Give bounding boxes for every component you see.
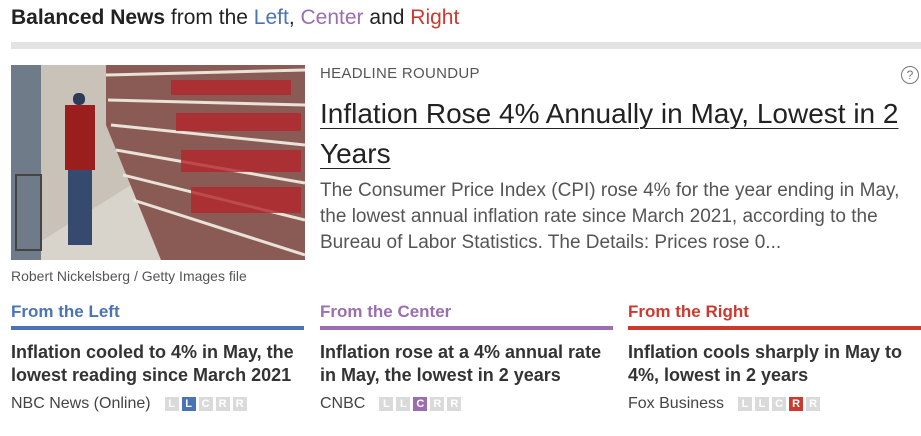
bias-box: R <box>430 397 444 411</box>
column-label[interactable]: From the Center <box>320 302 613 330</box>
bias-box: C <box>772 397 786 411</box>
bias-box: L <box>396 397 410 411</box>
source-name[interactable]: NBC News (Online) <box>11 395 151 413</box>
summary: The Consumer Price Index (CPI) rose 4% f… <box>320 178 921 256</box>
story-image[interactable] <box>11 65 305 260</box>
bias-box: R <box>806 397 820 411</box>
bias-box: L <box>379 397 393 411</box>
article-title[interactable]: Inflation rose at a 4% annual rate in Ma… <box>320 341 613 387</box>
divider <box>11 42 921 49</box>
header-text: from the <box>171 6 248 29</box>
bias-box: R <box>789 397 803 411</box>
column: From the Left Inflation cooled to 4% in M… <box>11 302 304 413</box>
article-title[interactable]: Inflation cooled to 4% in May, the lowes… <box>11 341 304 387</box>
bias-box: R <box>447 397 461 411</box>
bias-box: C <box>413 397 427 411</box>
bias-box: R <box>233 397 247 411</box>
bias-box: L <box>182 397 196 411</box>
header-left[interactable]: Left <box>254 6 289 29</box>
header-bold: Balanced News <box>11 6 165 29</box>
header-center[interactable]: Center <box>301 6 364 29</box>
header: Balanced News from the Left, Center and … <box>11 6 459 30</box>
bias-box: C <box>199 397 213 411</box>
source-name[interactable]: CNBC <box>320 395 365 413</box>
bias-box: L <box>755 397 769 411</box>
header-right[interactable]: Right <box>410 6 459 29</box>
column: From the Center Inflation rose at a 4% an… <box>320 302 613 413</box>
article-title[interactable]: Inflation cools sharply in May to 4%, lo… <box>628 341 921 387</box>
headline[interactable]: Inflation Rose 4% Annually in May, Lowes… <box>320 94 920 174</box>
page: Balanced News from the Left, Center and … <box>0 0 921 436</box>
header-and: and <box>369 6 404 29</box>
header-sep: , <box>289 6 295 29</box>
source-name[interactable]: Fox Business <box>628 395 724 413</box>
column-label[interactable]: From the Left <box>11 302 304 330</box>
column: From the Right Inflation cools sharply in… <box>628 302 921 413</box>
story-label: HEADLINE ROUNDUP <box>320 65 480 82</box>
bias-box: R <box>216 397 230 411</box>
help-icon[interactable]: ? <box>901 66 919 84</box>
bias-box: L <box>165 397 179 411</box>
column-label[interactable]: From the Right <box>628 302 921 330</box>
bias-box: L <box>738 397 752 411</box>
image-caption: Robert Nickelsberg / Getty Images file <box>11 268 247 284</box>
